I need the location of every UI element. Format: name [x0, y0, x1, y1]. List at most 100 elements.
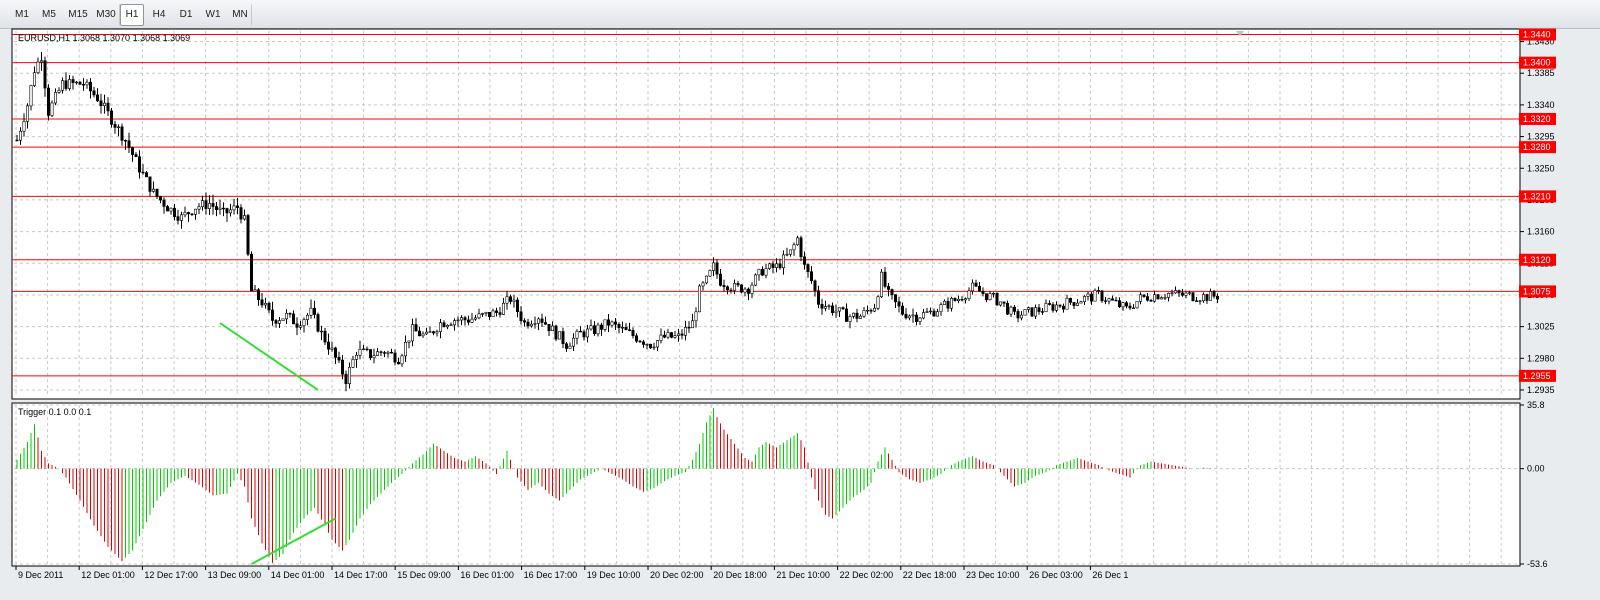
candle-body: [431, 331, 435, 334]
indicator-tick-label: -53.6: [1527, 559, 1548, 569]
candle-body: [1118, 300, 1122, 308]
candle-body: [68, 79, 72, 89]
candle-body: [582, 331, 586, 338]
candle-body: [424, 331, 428, 335]
candle-body: [596, 324, 600, 335]
candle-body: [732, 283, 736, 291]
main-chart-frame: [11, 28, 1521, 400]
price-tick-label: 1.3430: [1527, 37, 1555, 47]
time-tick-label: 12 Dec 17:00: [144, 570, 198, 580]
candle-body: [1177, 290, 1181, 294]
candle-body: [124, 140, 128, 142]
timeframe-button-m15[interactable]: M15: [68, 9, 88, 20]
candle-body: [942, 300, 946, 305]
candle-body: [414, 324, 418, 332]
candle-body: [141, 171, 145, 174]
candle-body: [162, 199, 166, 207]
candle-body: [246, 215, 250, 255]
candle-body: [592, 325, 596, 335]
candle-body: [169, 207, 173, 212]
candle-body: [309, 307, 313, 316]
level-price-label: 1.2955: [1523, 371, 1551, 381]
candle-body: [529, 323, 533, 327]
candle-body: [932, 310, 936, 317]
candle-body: [470, 318, 474, 323]
time-tick-label: 22 Dec 02:00: [840, 570, 894, 580]
candle-body: [138, 156, 142, 173]
candle-body: [956, 299, 960, 301]
time-tick-label: 12 Dec 01:00: [81, 570, 135, 580]
candle-body: [190, 213, 194, 215]
candle-body: [127, 140, 131, 148]
timeframe-button-m5[interactable]: M5: [42, 9, 56, 20]
candle-body: [687, 326, 691, 329]
candle-body: [704, 275, 708, 284]
candle-body: [403, 341, 407, 357]
candle-body: [991, 292, 995, 295]
candle-body: [872, 307, 876, 312]
timeframe-button-w1[interactable]: W1: [205, 9, 221, 20]
candle-body: [984, 293, 988, 301]
candle-body: [816, 290, 820, 305]
candle-body: [96, 94, 100, 102]
candle-body: [43, 60, 47, 89]
timeframe-button-m1[interactable]: M1: [15, 9, 29, 20]
timeframe-button-m30[interactable]: M30: [92, 4, 120, 26]
candle-body: [1012, 306, 1016, 312]
candle-body: [515, 299, 519, 313]
candle-body: [554, 325, 558, 340]
candle-body: [935, 311, 939, 317]
candle-body: [204, 200, 208, 209]
price-tick-label: 1.3340: [1527, 100, 1555, 110]
candle-body: [1216, 295, 1220, 300]
candle-body: [963, 298, 967, 301]
candle-body: [1086, 293, 1090, 297]
timeframe-button-h4[interactable]: H4: [152, 9, 166, 20]
chart-shift-marker[interactable]: [1236, 31, 1244, 36]
candle-body: [1139, 294, 1143, 302]
candle-body: [690, 320, 694, 329]
price-tick-label: 1.3385: [1527, 68, 1555, 78]
level-price-label: 1.3400: [1523, 58, 1551, 68]
candle-body: [841, 307, 845, 310]
candle-body: [155, 188, 159, 197]
candle-body: [820, 304, 824, 309]
horizontal-levels: [12, 34, 1520, 377]
timeframe-button-mn[interactable]: MN: [228, 4, 252, 26]
candle-body: [46, 87, 50, 116]
candle-body: [1076, 302, 1080, 306]
candle-body: [1034, 307, 1038, 317]
candle-body: [466, 319, 470, 323]
candle-body: [848, 316, 852, 322]
candle-body: [22, 121, 26, 132]
candle-body: [750, 284, 754, 294]
candle-body: [869, 309, 873, 312]
timeframe-button-d1[interactable]: D1: [179, 9, 193, 20]
candle-body: [1093, 290, 1097, 302]
candle-body: [1090, 293, 1094, 302]
candle-body: [180, 214, 184, 221]
candle-body: [862, 310, 866, 317]
candle-body: [173, 207, 177, 217]
candle-body: [918, 317, 922, 322]
candle-body: [393, 352, 397, 363]
candle-body: [194, 208, 198, 215]
candle-body: [284, 313, 288, 320]
candle-body: [159, 196, 163, 201]
candle-body: [753, 274, 757, 286]
candle-body: [648, 343, 652, 349]
candle-body: [970, 282, 974, 292]
candle-body: [365, 348, 369, 351]
candle-body: [876, 296, 880, 309]
candle-body: [340, 359, 344, 375]
candle-body: [1167, 293, 1171, 298]
candle-body: [1188, 292, 1192, 294]
timeframe-button-h1[interactable]: H1: [120, 4, 144, 26]
candle-body: [92, 90, 96, 96]
time-tick-label: 16 Dec 17:00: [524, 570, 578, 580]
time-tick-label: 22 Dec 18:00: [903, 570, 957, 580]
price-tick-label: 1.2935: [1527, 385, 1555, 395]
candle-body: [358, 348, 362, 356]
candle-body: [1146, 296, 1150, 301]
